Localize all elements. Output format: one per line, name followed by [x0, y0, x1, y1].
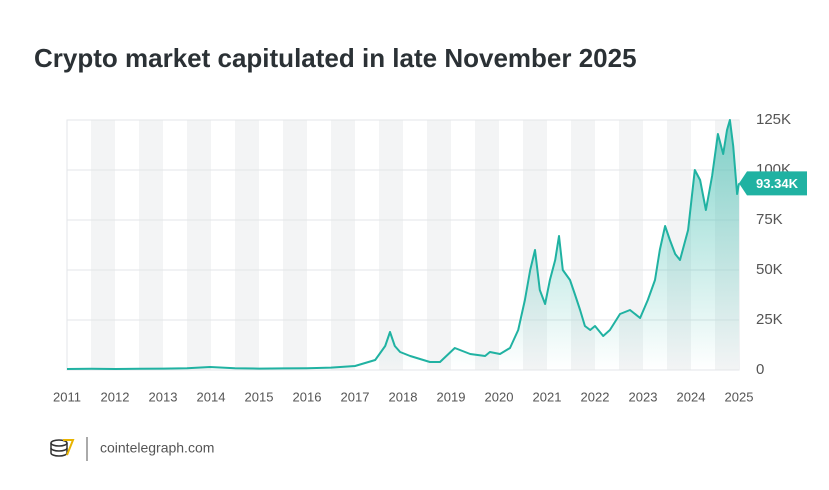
x-tick-label: 2015 [245, 389, 274, 404]
x-tick-label: 2020 [485, 389, 514, 404]
x-tick-label: 2016 [293, 389, 322, 404]
y-tick-label: 50K [756, 261, 783, 278]
price-line [66, 119, 740, 370]
stripe [139, 120, 163, 370]
y-tick-label: 0 [756, 361, 764, 378]
x-tick-label: 2024 [677, 389, 706, 404]
x-tick-label: 2012 [101, 389, 130, 404]
annotation-label: 93.34K [756, 176, 799, 191]
annotation-badge [739, 171, 807, 196]
x-tick-label: 2011 [53, 389, 81, 404]
x-tick-label: 2013 [149, 389, 178, 404]
x-tick-label: 2021 [533, 389, 562, 404]
stripe [187, 120, 211, 370]
x-tick-label: 2019 [437, 389, 466, 404]
x-tick-label: 2025 [725, 389, 754, 404]
area-fill [67, 120, 739, 370]
logo [50, 437, 88, 461]
stripe [283, 120, 307, 370]
x-tick-label: 2023 [629, 389, 658, 404]
x-tick-label: 2017 [341, 389, 370, 404]
chart-title: Crypto market capitulated in late Novemb… [34, 43, 637, 73]
x-tick-label: 2022 [581, 389, 610, 404]
stripe [427, 120, 451, 370]
stripe [235, 120, 259, 370]
y-tick-label: 75K [756, 211, 783, 228]
stripe [475, 120, 499, 370]
x-tick-label: 2018 [389, 389, 418, 404]
y-tick-label: 25K [756, 311, 783, 328]
x-tick-label: 2014 [197, 389, 226, 404]
stripe [379, 120, 403, 370]
y-tick-label: 125K [756, 111, 791, 128]
stripe [91, 120, 115, 370]
source: cointelegraph.com [100, 440, 214, 456]
stripe [331, 120, 355, 370]
